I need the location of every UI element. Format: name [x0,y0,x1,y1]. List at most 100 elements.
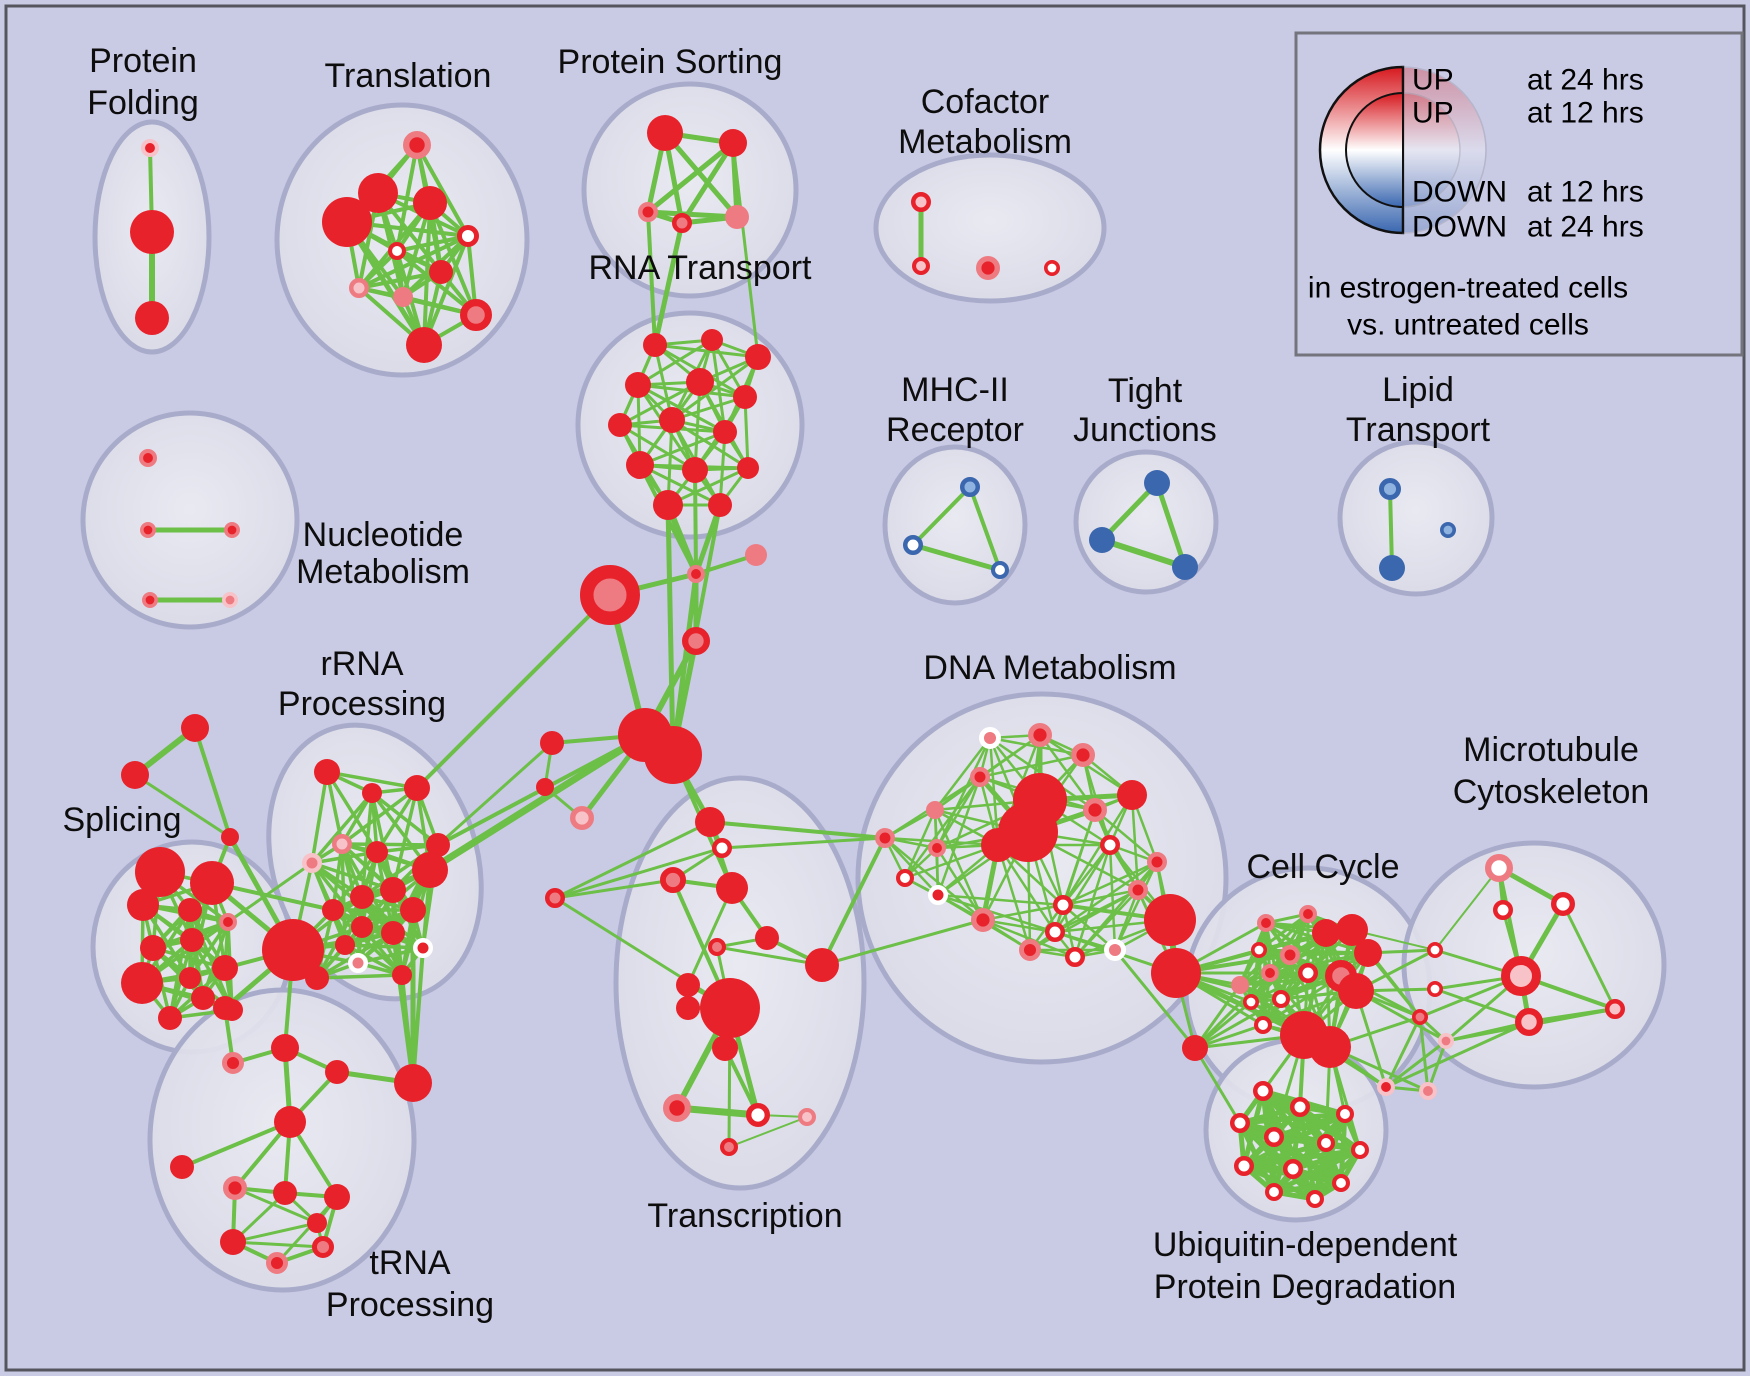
gene-node-splicing [191,986,215,1010]
gene-node-ubiquitin [1230,1113,1250,1133]
cluster-label-transcription: Transcription [647,1197,842,1235]
gene-node-rrna_processing [262,919,324,981]
cluster-label-mhc_receptor: Receptor [886,411,1024,449]
gene-node-cell_cycle [1338,973,1374,1009]
gene-node-transcription [746,1102,771,1127]
cluster-label-microtubule: Microtubule [1463,731,1639,769]
gene-node-rrna_processing [332,834,352,854]
cluster-label-microtubule: Cytoskeleton [1453,773,1650,811]
gene-node-trna_processing [274,1106,306,1138]
cluster-label-trna_processing: Processing [326,1286,494,1324]
edge-protein_sorting [645,140,736,215]
gene-node-trna_processing [325,1060,349,1084]
gene-node-rrna_processing [362,783,382,803]
gene-node-transcription [540,731,564,755]
edge-link [1384,1020,1531,1089]
gene-node-lipid_transport [1440,521,1457,538]
cluster-label-nucleotide_metabolism: Metabolism [296,553,470,591]
gene-node-splicing [178,898,202,922]
gene-node-bridge_left [221,828,239,846]
gene-node-dna_metabolism [1128,880,1148,900]
cluster-label-tight_junctions: Junctions [1073,411,1217,449]
edge-mhc_receptor [910,542,1003,573]
gene-node-cell_cycle [1231,976,1249,994]
gene-node-mhc_receptor [991,561,1010,580]
gene-node-splicing [127,889,159,921]
gene-node-dna_metabolism [875,828,895,848]
nodes-layer [121,115,1625,1274]
edge-link [693,468,698,576]
gene-node-ubiquitin [1317,1134,1336,1153]
gene-node-cell_cycle [1243,993,1260,1010]
gene-node-splicing [179,967,201,989]
gene-node-bridge_left [181,714,209,742]
gene-node-cell_cycle [1182,1035,1208,1061]
cluster-label-rrna_processing: Processing [278,685,446,723]
gene-node-rrna_processing [350,885,374,909]
gene-node-trna_processing [213,996,237,1020]
gene-node-transcription [580,565,640,625]
gene-node-ubiquitin [1336,1105,1355,1124]
gene-node-dna_metabolism [970,767,990,787]
gene-node-rna_transport [737,457,759,479]
edge-rrna_processing [315,973,404,980]
cluster-label-lipid_transport: Lipid [1382,371,1454,409]
gene-node-rrna_processing [335,935,355,955]
gene-node-transcription [545,888,565,908]
gene-node-cell_cycle [1251,941,1268,958]
edge-dna_metabolism [1108,843,1117,952]
gene-node-trna_processing [312,1235,335,1258]
edge-microtubule [1434,867,1500,951]
cluster-label-trna_processing: tRNA [369,1244,451,1282]
gene-node-transcription [663,1094,692,1123]
gene-node-transcription [676,996,700,1020]
gene-node-transcription [676,973,700,997]
edge-rna_transport [618,380,702,427]
gene-node-trna_processing [307,1213,327,1233]
edge-transcription [715,945,824,967]
gene-node-cell_cycle [1412,1008,1429,1025]
edge-dna_metabolism [1061,843,1112,907]
gene-node-dna_metabolism [1065,947,1085,967]
gene-node-rna_transport [701,329,723,351]
gene-node-dna_metabolism [1103,938,1126,961]
edge-dna_metabolism [978,753,1085,779]
gene-node-microtubule [1501,956,1541,996]
gene-node-transcription [712,1035,738,1061]
edge-link [391,931,415,1085]
gene-node-cell_cycle [1151,948,1201,998]
gene-node-cofactor_metabolism [976,256,1001,281]
gene-node-trna_processing [266,1251,289,1274]
edge-translation [415,143,470,238]
gene-node-trna_processing [222,1175,247,1200]
gene-node-splicing [212,955,238,981]
gene-node-ubiquitin [1290,1097,1310,1117]
gene-node-rrna_processing [412,852,448,888]
gene-node-rna_transport [686,368,714,396]
gene-node-ubiquitin [1234,1156,1254,1176]
edge-link [731,141,760,359]
gene-node-mhc_receptor [960,477,980,497]
legend-wheel-inner-right [1402,92,1461,208]
gene-node-microtubule [1427,941,1444,958]
gene-node-transcription [536,778,554,796]
edge-rrna_processing [343,943,425,950]
edge-transcription [686,886,734,987]
gene-node-dna_metabolism [926,801,944,819]
legend-caption: in estrogen-treated cells [1308,272,1628,305]
gene-node-trna_processing [324,1184,350,1210]
gene-node-rna_transport [733,385,757,409]
edge-dna_metabolism [933,736,992,812]
gene-node-rrna_processing [348,953,368,973]
gene-node-transcription [745,544,767,566]
gene-node-splicing [121,962,163,1004]
gene-node-microtubule [1427,980,1444,997]
edge-dna_metabolism [1073,843,1112,959]
gene-node-translation [322,197,372,247]
legend-time-label: at 24 hrs [1527,64,1644,97]
cluster-label-cofactor_metabolism: Metabolism [898,123,1072,161]
gene-node-rrna_processing [351,916,373,938]
gene-node-cell_cycle [1438,1033,1455,1050]
gene-node-microtubule [1605,999,1625,1019]
edge-transcription [728,1116,808,1148]
